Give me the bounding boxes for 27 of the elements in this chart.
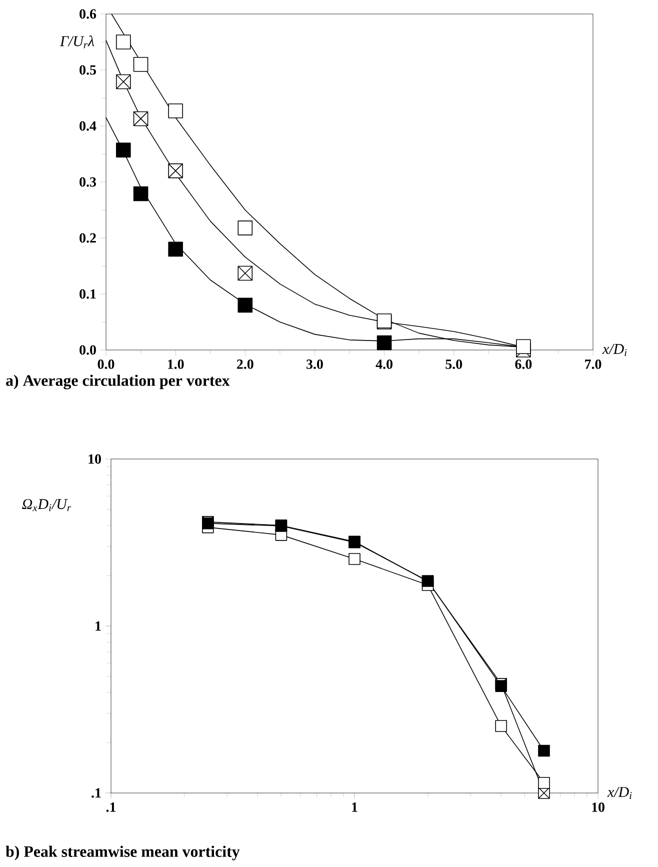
x-tick-label: 7.0 xyxy=(585,360,602,369)
y-tick-label: 0.2 xyxy=(80,233,96,243)
y-tick-label: 0.1 xyxy=(80,289,96,299)
y-tick-label: 10 xyxy=(88,454,101,464)
x-tick-label: .1 xyxy=(106,802,116,812)
x-tick-label: 1.0 xyxy=(168,360,184,369)
x-tick-label: 4.0 xyxy=(376,360,392,369)
y-tick-label: 0.4 xyxy=(80,121,96,131)
x-axis-title: x/D$_{i}$ xyxy=(607,787,632,800)
x-tick-label: 1 xyxy=(352,802,358,812)
x-tick-label: 2.0 xyxy=(237,360,254,369)
y-axis-title: Γ/U$_{r}$λ xyxy=(60,36,94,48)
text: a) Average circulation per vortex xyxy=(6,374,230,390)
x-tick-label: 3.0 xyxy=(306,360,323,369)
y-tick-label: 1 xyxy=(96,621,101,631)
x-tick-label: 6.0 xyxy=(515,360,532,369)
y-axis-title: Ω$_{x}$D$_{i}$/U$_{r}$ xyxy=(22,499,71,512)
x-axis-title: x/D$_{i}$ xyxy=(602,344,627,356)
x-tick-label: 5.0 xyxy=(446,360,462,369)
y-tick-label: 0.3 xyxy=(80,177,96,187)
text: b) Peak streamwise mean vorticity xyxy=(6,846,240,860)
x-tick-label: 0.0 xyxy=(98,360,114,369)
y-tick-label: 0.6 xyxy=(80,9,96,19)
x-tick-label: 10 xyxy=(592,802,604,812)
y-tick-label: 0.0 xyxy=(80,345,96,355)
y-tick-label: 0.5 xyxy=(80,65,96,75)
y-tick-label: .1 xyxy=(92,788,101,798)
